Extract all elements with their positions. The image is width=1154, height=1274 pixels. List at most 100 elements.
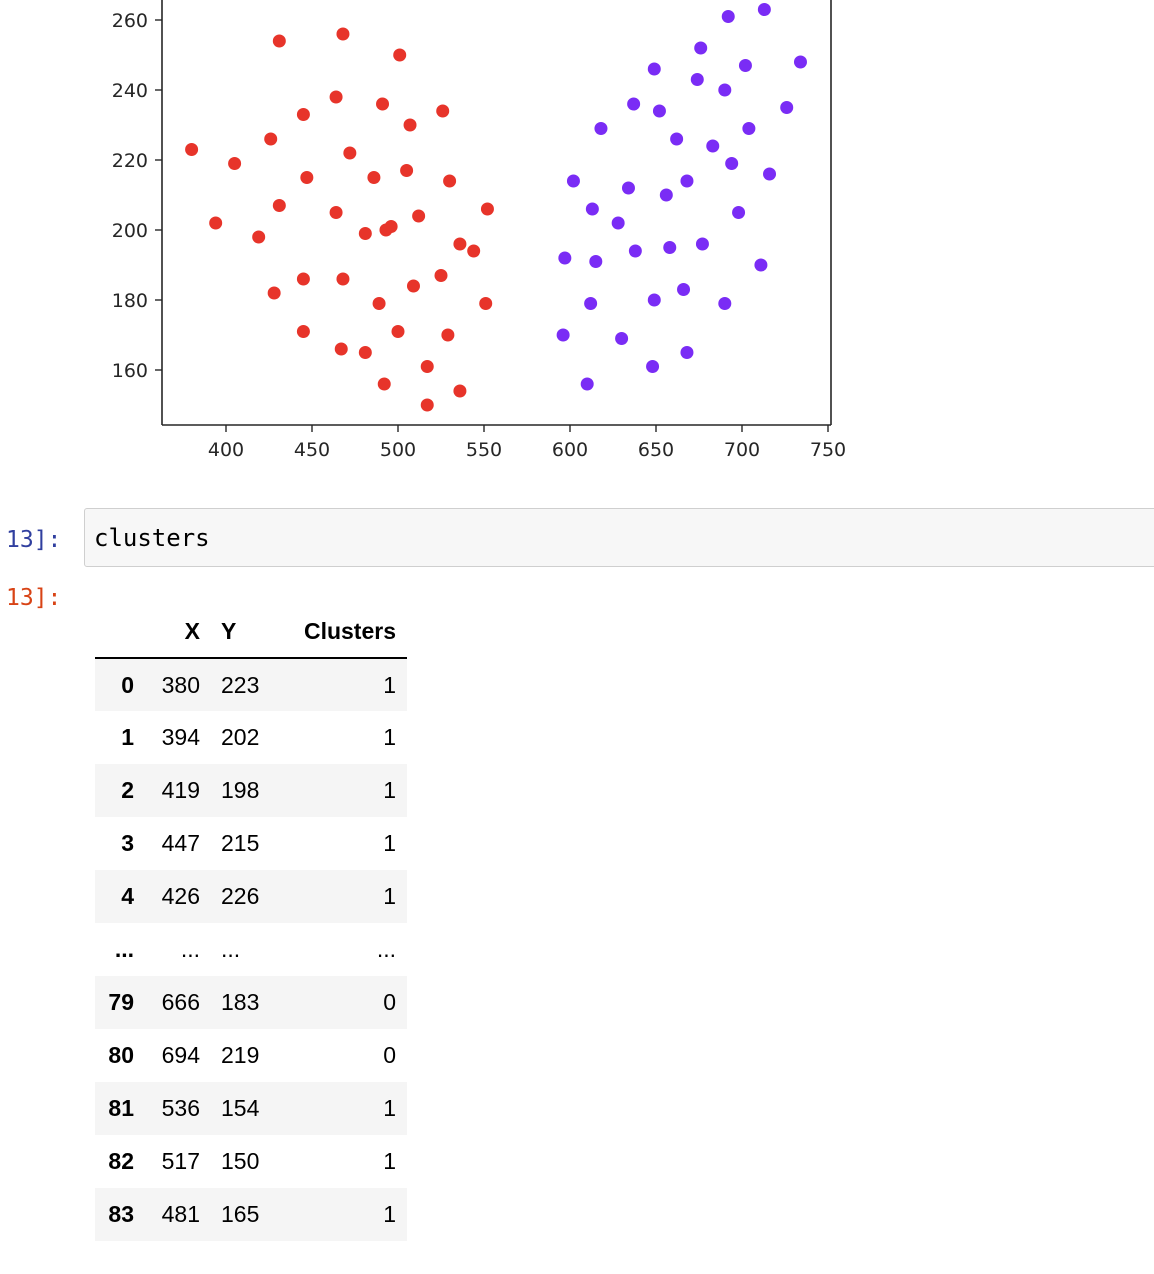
scatter-point bbox=[615, 332, 629, 345]
cell-x: 517 bbox=[161, 1148, 200, 1174]
cell-y: 198 bbox=[221, 777, 260, 803]
cell-cluster: 1 bbox=[383, 883, 396, 909]
dataframe-table: X Y Clusters 0 380 223 1 1 394 202 1 2 4… bbox=[95, 605, 407, 1241]
cell-x: 394 bbox=[161, 724, 200, 750]
scatter-plot: 400 450 500 550 600 650 700 750 160 180 200 220 240 2… bbox=[112, 0, 846, 461]
plot-axes bbox=[161, 0, 832, 426]
scatter-point bbox=[647, 293, 661, 307]
cell-x: 694 bbox=[161, 1042, 200, 1068]
scatter-point bbox=[336, 272, 350, 286]
scatter-point bbox=[558, 251, 572, 265]
index-header bbox=[95, 605, 145, 659]
scatter-point bbox=[358, 227, 372, 240]
y-tick-label: 260 bbox=[112, 10, 148, 32]
row-index: 80 bbox=[108, 1042, 134, 1068]
scatter-point bbox=[296, 108, 310, 121]
scatter-point bbox=[611, 216, 625, 230]
scatter-point bbox=[267, 286, 281, 300]
row-index: 1 bbox=[121, 724, 134, 750]
y-tick-label: 200 bbox=[112, 220, 148, 242]
scatter-point bbox=[412, 209, 426, 223]
table-row: 83 481 165 1 bbox=[95, 1188, 407, 1241]
scatter-point bbox=[300, 171, 314, 184]
scatter-point bbox=[594, 122, 608, 135]
scatter-point bbox=[420, 360, 434, 373]
scatter-point bbox=[757, 3, 771, 16]
scatter-point bbox=[480, 202, 494, 216]
table-row: 0 380 223 1 bbox=[95, 658, 407, 711]
scatter-point bbox=[403, 118, 417, 132]
cell-cluster: 1 bbox=[383, 724, 396, 750]
scatter-point bbox=[296, 325, 310, 338]
scatter-point bbox=[663, 241, 677, 254]
scatter-point bbox=[732, 206, 746, 219]
x-tick-label: 500 bbox=[380, 439, 416, 461]
y-tick-label: 240 bbox=[112, 80, 148, 102]
cell-cluster: 0 bbox=[383, 989, 396, 1015]
scatter-point bbox=[718, 297, 732, 310]
scatter-point bbox=[721, 10, 735, 23]
x-tick-label: 650 bbox=[638, 439, 674, 461]
x-tick-label: 450 bbox=[294, 439, 330, 461]
y-tick-label: 160 bbox=[112, 360, 148, 382]
x-tick-label: 550 bbox=[466, 439, 502, 461]
cell-y: 223 bbox=[221, 671, 260, 698]
table-row: 79 666 183 0 bbox=[95, 976, 407, 1029]
cell-y: 183 bbox=[221, 989, 260, 1015]
table-row: 2 419 198 1 bbox=[95, 764, 407, 817]
cell-cluster: 1 bbox=[383, 1148, 396, 1174]
scatter-point bbox=[209, 216, 223, 230]
scatter-point bbox=[690, 73, 704, 86]
table-header-row: X Y Clusters bbox=[95, 605, 407, 659]
cell-cluster: 1 bbox=[383, 1201, 396, 1227]
row-index: 83 bbox=[108, 1201, 134, 1227]
cell-y: 165 bbox=[221, 1201, 260, 1227]
column-header-x: X bbox=[145, 605, 208, 659]
row-index: 0 bbox=[121, 671, 134, 698]
scatter-point bbox=[589, 255, 603, 268]
table-header: X Y Clusters bbox=[95, 605, 407, 659]
row-index: 79 bbox=[108, 989, 134, 1015]
scatter-point bbox=[296, 272, 310, 286]
table-row: 1 394 202 1 bbox=[95, 711, 407, 764]
scatter-point bbox=[628, 244, 642, 258]
cell-cluster: 1 bbox=[383, 830, 396, 856]
scatter-point bbox=[334, 342, 348, 356]
scatter-point bbox=[329, 90, 343, 104]
scatter-point bbox=[680, 174, 694, 188]
scatter-point bbox=[400, 164, 414, 177]
scatter-point bbox=[706, 139, 720, 153]
scatter-point bbox=[763, 167, 777, 181]
scatter-point bbox=[343, 146, 357, 160]
code-text[interactable]: clusters bbox=[94, 524, 210, 552]
cell-x: 536 bbox=[161, 1095, 200, 1121]
cell-x: 481 bbox=[161, 1201, 200, 1227]
scatter-point bbox=[453, 384, 467, 398]
cell-y: 154 bbox=[221, 1095, 260, 1121]
column-header-clusters: Clusters bbox=[275, 605, 407, 659]
row-index: ... bbox=[114, 936, 134, 962]
scatter-point bbox=[780, 101, 794, 114]
scatter-point bbox=[695, 237, 709, 251]
x-tick-label: 600 bbox=[552, 439, 588, 461]
scatter-point bbox=[391, 325, 405, 338]
code-input-cell[interactable]: clusters bbox=[84, 508, 1154, 567]
cell-x: 666 bbox=[161, 989, 200, 1015]
scatter-point bbox=[434, 269, 448, 282]
row-index: 82 bbox=[108, 1148, 134, 1174]
cell-cluster: 1 bbox=[383, 777, 396, 803]
scatter-point bbox=[621, 181, 635, 195]
row-index: 2 bbox=[121, 777, 134, 803]
scatter-point bbox=[367, 171, 381, 184]
table-row-ellipsis: ... ... ... ... bbox=[95, 923, 407, 976]
cell-x: ... bbox=[180, 936, 200, 962]
cell-cluster: ... bbox=[376, 936, 396, 962]
cell-x: 447 bbox=[161, 830, 200, 856]
scatter-point bbox=[646, 360, 660, 373]
plot-ticks: 400 450 500 550 600 650 700 750 160 180 200 220 240 2… bbox=[112, 10, 846, 461]
scatter-point bbox=[336, 27, 350, 41]
scatter-point bbox=[725, 157, 739, 170]
scatter-point bbox=[580, 377, 594, 391]
scatter-point bbox=[376, 97, 390, 111]
input-prompt: 13]: bbox=[6, 527, 62, 553]
